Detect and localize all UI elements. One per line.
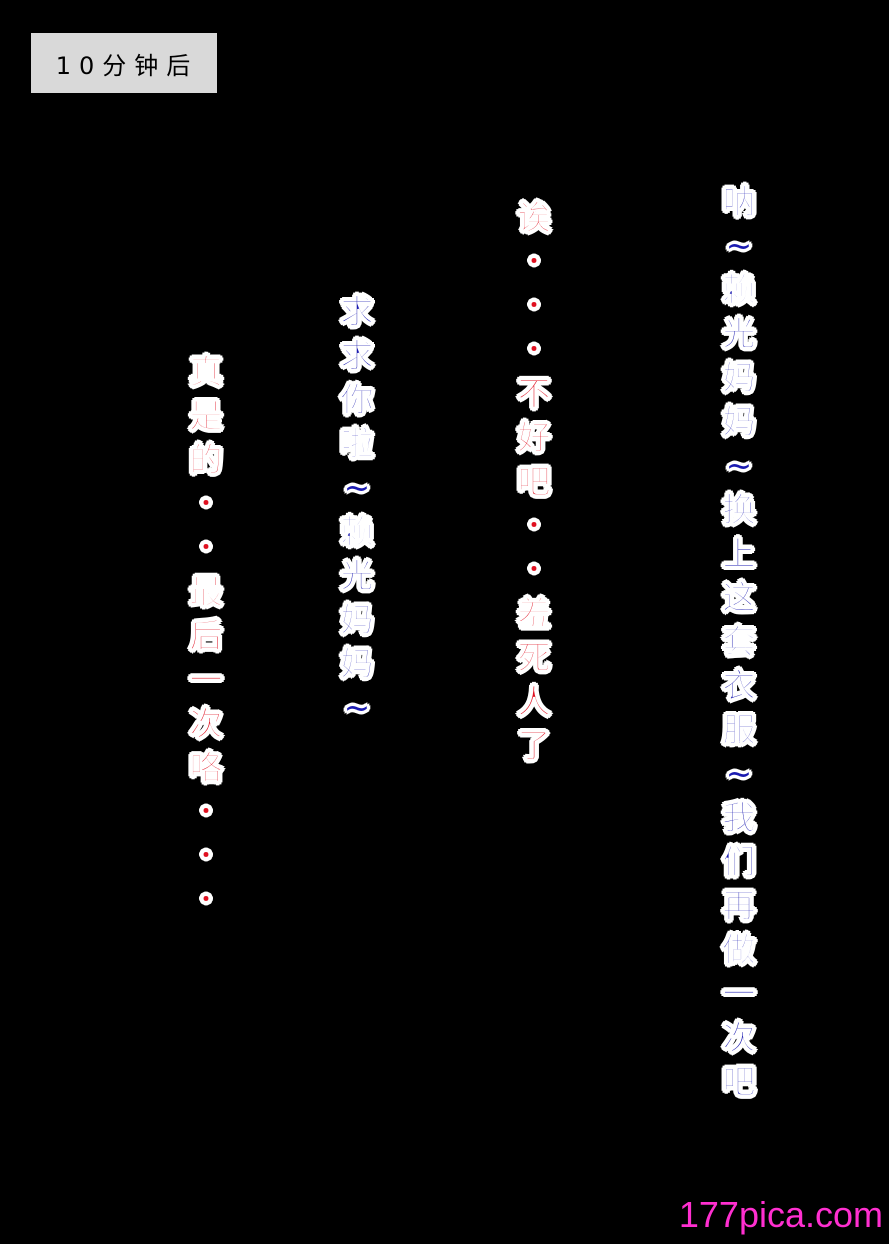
speech-glyph: ~ <box>725 446 754 486</box>
speech-glyph: 妈 <box>340 644 374 684</box>
speech-glyph: 不 <box>517 374 551 414</box>
speech-glyph: 光 <box>722 314 756 354</box>
speech-glyph: ~ <box>725 226 754 266</box>
speech-glyph: 求 <box>340 336 374 376</box>
speech-glyph: 次 <box>722 1018 756 1058</box>
speech-glyph: ・ <box>189 792 223 832</box>
speech-glyph: 最 <box>189 572 223 612</box>
speech-glyph: 光 <box>340 556 374 596</box>
speech-glyph: 套 <box>722 622 756 662</box>
speech-glyph: ~ <box>725 754 754 794</box>
speech-glyph: ~ <box>343 688 372 728</box>
speech-glyph: ・ <box>189 836 223 876</box>
speech-column-2: 诶・・・不好吧・・羞死人了 <box>512 196 556 768</box>
speech-glyph: ・ <box>517 330 551 370</box>
speech-glyph: 们 <box>722 842 756 882</box>
speech-glyph: 衣 <box>722 666 756 706</box>
speech-glyph: ・ <box>517 286 551 326</box>
speech-glyph: 吧 <box>722 1062 756 1102</box>
speech-glyph: 赖 <box>340 512 374 552</box>
speech-column-1: 呐 ~ 赖光妈妈 ~ 换上这套衣服 ~ 我们再做一次吧 <box>717 180 761 1104</box>
speech-glyph: 求 <box>340 292 374 332</box>
speech-glyph: 羞 <box>517 594 551 634</box>
speech-glyph: 妈 <box>722 358 756 398</box>
speech-glyph: ・ <box>517 550 551 590</box>
speech-glyph: 做 <box>722 930 756 970</box>
speech-glyph: 啦 <box>340 424 374 464</box>
speech-glyph: 真 <box>189 352 223 392</box>
speech-glyph: 你 <box>340 380 374 420</box>
speech-glyph: 诶 <box>517 198 551 238</box>
speech-glyph: 人 <box>517 682 551 722</box>
speech-glyph: 服 <box>722 710 756 750</box>
speech-glyph: 的 <box>189 440 223 480</box>
site-watermark: 177pica.com <box>678 1194 883 1235</box>
speech-glyph: 了 <box>517 726 551 766</box>
speech-glyph: ・ <box>517 242 551 282</box>
speech-column-4: 真是的・・最后一次咯・・・ <box>184 350 228 922</box>
speech-glyph: ・ <box>517 506 551 546</box>
speech-glyph: 我 <box>722 798 756 838</box>
speech-glyph: ・ <box>189 484 223 524</box>
speech-glyph: ~ <box>343 468 372 508</box>
speech-glyph: 上 <box>722 534 756 574</box>
speech-glyph: 次 <box>189 704 223 744</box>
speech-glyph: 死 <box>517 638 551 678</box>
speech-glyph: 吧 <box>517 462 551 502</box>
speech-glyph: 赖 <box>722 270 756 310</box>
speech-glyph: 是 <box>189 396 223 436</box>
speech-glyph: 咯 <box>189 748 223 788</box>
speech-glyph: 呐 <box>722 182 756 222</box>
speech-glyph: 妈 <box>722 402 756 442</box>
speech-glyph: 后 <box>189 616 223 656</box>
speech-glyph: 这 <box>722 578 756 618</box>
speech-glyph: ・ <box>189 880 223 920</box>
speech-column-3: 求求你啦 ~ 赖光妈妈 ~ <box>335 290 379 730</box>
speech-glyph: ・ <box>189 528 223 568</box>
speech-glyph: 换 <box>722 490 756 530</box>
speech-glyph: 好 <box>517 418 551 458</box>
speech-glyph: 妈 <box>340 600 374 640</box>
speech-glyph: 再 <box>722 886 756 926</box>
time-caption: 10分钟后 <box>31 33 217 93</box>
speech-glyph: 一 <box>189 660 223 700</box>
speech-glyph: 一 <box>722 974 756 1014</box>
